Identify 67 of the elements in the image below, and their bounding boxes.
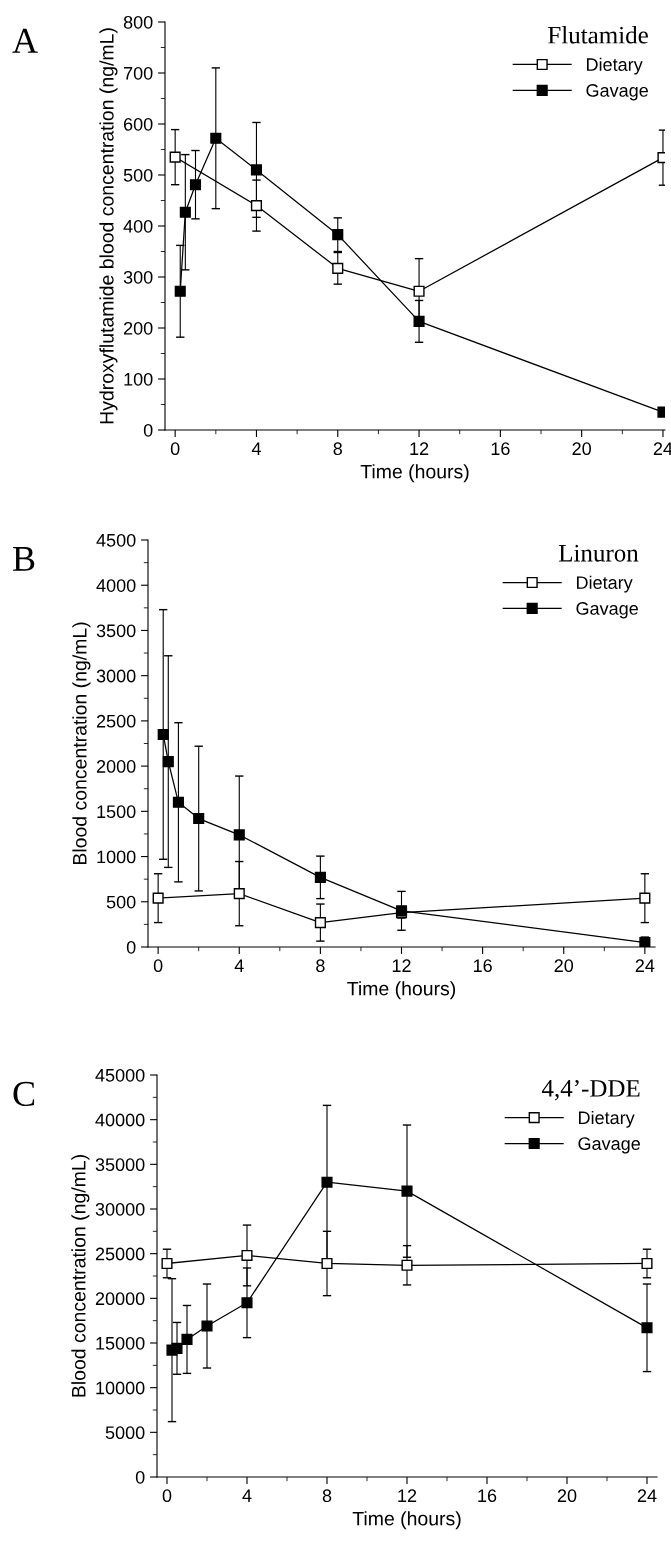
y-tick-label: 10000	[96, 1381, 145, 1395]
y-tick-label: 300	[123, 270, 153, 284]
y-tick-label: 5000	[105, 1426, 145, 1440]
y-tick-label: 600	[123, 117, 153, 131]
y-tick-label: 0	[143, 423, 153, 437]
x-tick-label: 12	[392, 959, 411, 972]
y-tick-label: 400	[123, 219, 153, 233]
y-tick-label: 700	[124, 66, 153, 80]
y-tick-label: 200	[123, 321, 153, 335]
x-tick-label: 24	[637, 1489, 657, 1502]
y-tick-label: 500	[106, 895, 136, 909]
chart-title: C	[13, 1081, 35, 1107]
x-tick-label: 4	[251, 442, 261, 455]
x-axis-title: Time (hours)	[347, 981, 456, 1000]
y-tick-label: 15000	[96, 1336, 145, 1350]
x-tick-label: 24	[635, 959, 655, 972]
x-tick-label: 0	[153, 959, 163, 973]
y-tick-label: 100	[124, 372, 153, 386]
x-tick-label: 16	[473, 959, 492, 973]
y-tick-label: 4500	[96, 533, 136, 547]
y-tick-label: 0	[126, 940, 136, 954]
y-tick-label: 20000	[95, 1292, 145, 1306]
y-axis-title: Blood concentration (ng/mL)	[72, 622, 91, 865]
y-axis-title: Hydroxyflutamide blood concentration (ng/mL)	[99, 28, 118, 424]
x-tick-label: 20	[572, 442, 591, 456]
y-tick-label: 1000	[97, 850, 136, 864]
x-tick-label: 20	[557, 1489, 577, 1503]
chart-title: B	[13, 547, 35, 571]
x-tick-label: 20	[554, 959, 574, 973]
x-tick-label: 12	[410, 442, 429, 455]
x-tick-label: 8	[322, 1489, 332, 1503]
legend-label: Dietary	[577, 575, 633, 593]
legend-label: Dietary	[587, 57, 643, 75]
y-tick-label: 3000	[96, 669, 136, 683]
legend-title: Flutamide	[548, 26, 648, 44]
y-tick-label: 30000	[95, 1202, 145, 1216]
y-tick-label: 500	[123, 168, 153, 182]
x-tick-label: 12	[398, 1489, 417, 1502]
y-tick-label: 25000	[95, 1247, 145, 1261]
y-axis-title: Blood concentration (ng/mL)	[71, 1155, 90, 1397]
x-tick-label: 4	[234, 959, 244, 972]
chart-title: A	[12, 28, 38, 53]
y-tick-label: 0	[135, 1470, 145, 1484]
x-tick-label: 4	[242, 1489, 252, 1502]
legend-title: Linuron	[558, 544, 639, 562]
y-tick-label: 800	[123, 15, 153, 29]
legend-title: 4,4’-DDE	[541, 1079, 640, 1101]
x-axis-title: Time (hours)	[352, 1511, 461, 1530]
x-tick-label: 0	[162, 1489, 172, 1503]
x-tick-label: 16	[478, 1489, 497, 1503]
legend-label: Dietary	[579, 1110, 635, 1128]
x-tick-label: 16	[491, 442, 510, 456]
x-axis-title: Time (hours)	[360, 464, 469, 483]
x-tick-label: 8	[333, 442, 342, 456]
x-tick-label: 8	[316, 959, 325, 973]
y-tick-label: 2500	[96, 714, 136, 728]
y-tick-label: 45000	[95, 1068, 145, 1082]
legend-label: Gavage	[578, 1137, 640, 1154]
y-tick-label: 40000	[95, 1113, 145, 1127]
y-tick-label: 2000	[96, 760, 136, 773]
y-tick-label: 35000	[95, 1158, 145, 1172]
y-tick-label: 4000	[96, 579, 136, 592]
y-tick-label: 1500	[97, 805, 136, 819]
legend-label: Gavage	[576, 602, 638, 619]
x-tick-label: 0	[170, 442, 180, 456]
legend-label: Gavage	[586, 84, 648, 101]
y-tick-label: 3500	[96, 624, 136, 638]
